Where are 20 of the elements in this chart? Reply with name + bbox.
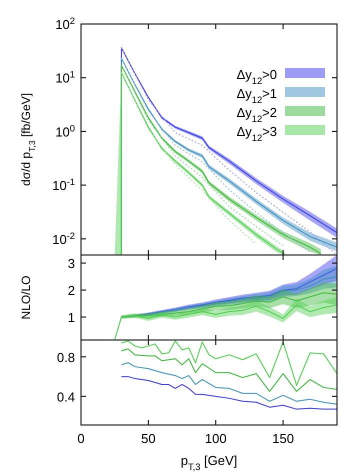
y-tick-label: 10$^{-1}$ — [52, 177, 75, 194]
y-tick-label: 0.4 — [56, 389, 75, 404]
legend-label: Δy$_{12}$>2 — [236, 105, 277, 124]
y-tick-label: 1 — [68, 310, 75, 326]
y-tick-label: 10$^{1}$ — [55, 70, 75, 86]
y-tick-label: 10$^{-2}$ — [52, 230, 75, 247]
legend-label: Δy$_{12}$>1 — [236, 86, 277, 105]
y-tick-label: 2 — [68, 283, 75, 298]
legend-label: Δy$_{12}$>0 — [236, 67, 277, 86]
y-tick-label: 3 — [68, 256, 75, 272]
x-tick-label: 0 — [77, 431, 85, 446]
x-tick-label: 50 — [141, 431, 156, 446]
y-tick-label: 10$^{0}$ — [55, 123, 75, 140]
y-axis-title: NLO/LO — [19, 275, 33, 320]
y-tick-label: 10$^{2}$ — [55, 16, 75, 32]
x-axis-title: p$_{T,3}$ [GeV] — [180, 453, 238, 472]
legend-label: Δy$_{12}$>3 — [236, 124, 277, 143]
x-tick-label: 150 — [272, 431, 294, 446]
x-tick-label: 100 — [204, 431, 227, 446]
y-tick-label: 0.8 — [56, 350, 75, 365]
